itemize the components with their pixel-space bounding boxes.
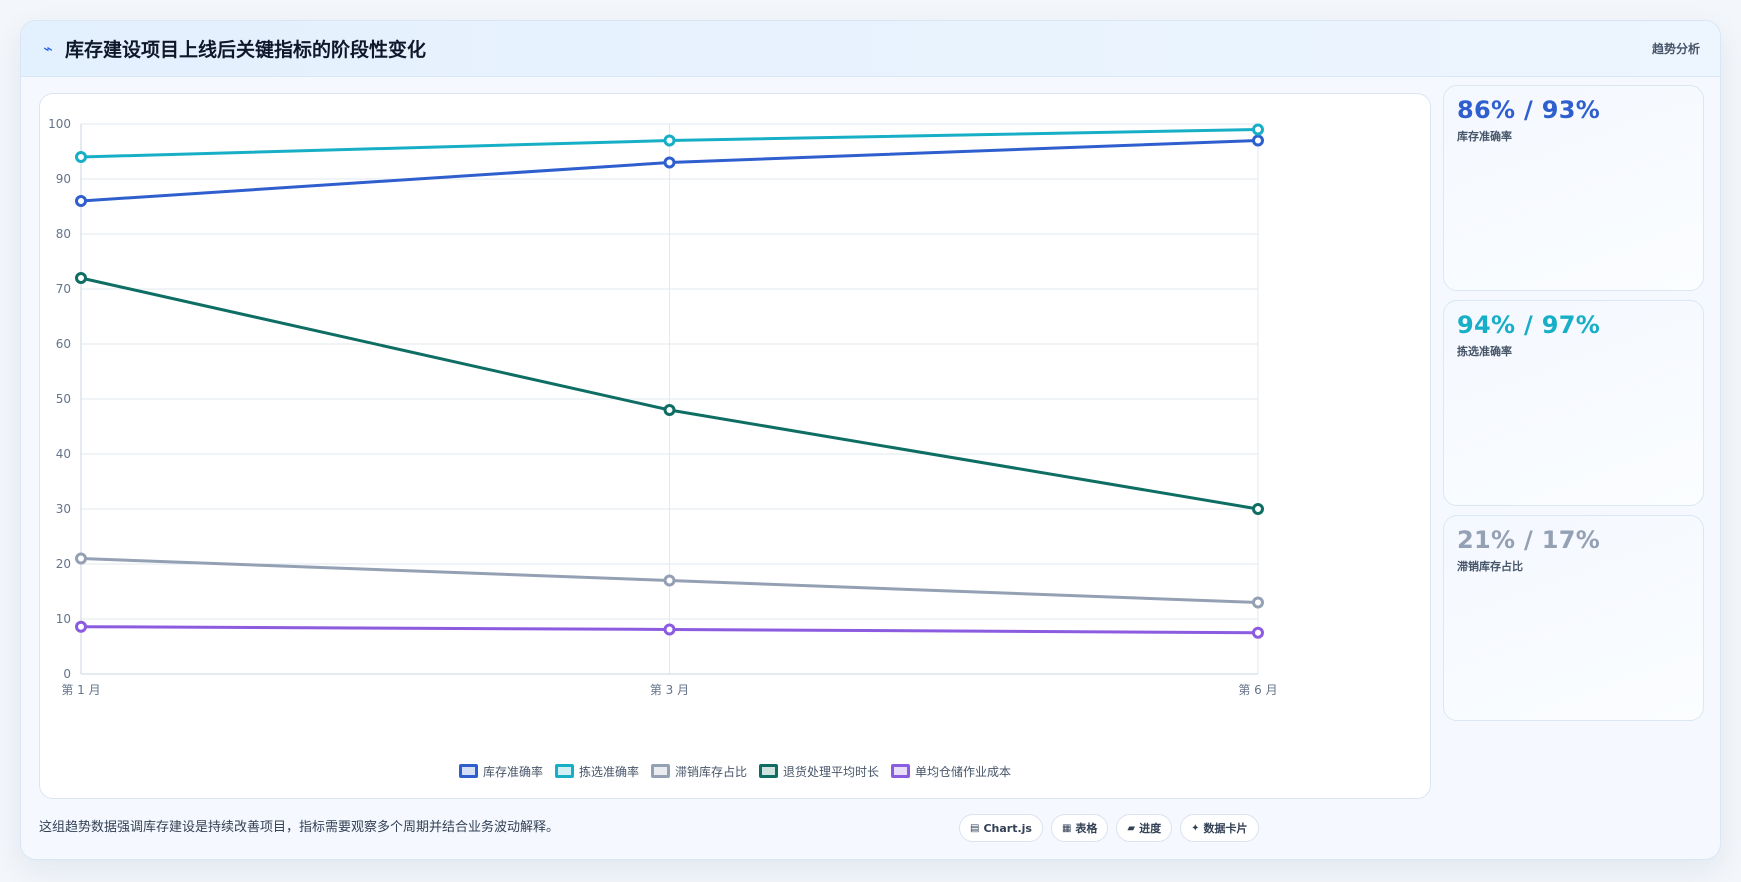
kpi-value: 21% / 17%	[1457, 526, 1601, 554]
kpi-card-picking-accuracy: 94% / 97% 拣选准确率	[1443, 300, 1704, 506]
chart-legend: 库存准确率 拣选准确率 滞销库存占比 退货处理平均时长 单均仓储作业成本	[40, 761, 1430, 781]
y-tick-label: 90	[56, 172, 71, 186]
x-tick-label: 第 6 月	[1238, 683, 1277, 697]
chart-icon: ▤	[970, 822, 980, 834]
pill-label: 表格	[1075, 822, 1098, 835]
legend-label: 滞销库存占比	[674, 764, 747, 779]
legend-swatch	[554, 764, 574, 778]
data-point	[75, 195, 87, 207]
y-tick-label: 20	[56, 557, 71, 571]
data-point	[1252, 123, 1264, 136]
y-tick-label: 60	[56, 337, 71, 351]
line-chart-panel: 0 10 20 30 40 50 60 70 80 90 100 第 1 月 第 3 月 第 6 月 库存…	[39, 93, 1431, 799]
data-point	[663, 623, 676, 636]
card-header: ⌁ 库存建设项目上线后关键指标的阶段性变化 趋势分析	[21, 21, 1720, 77]
data-point	[75, 151, 87, 163]
y-tick-label: 30	[56, 502, 71, 516]
footer-note: 这组趋势数据强调库存建设是持续改善项目，指标需要观察多个周期并结合业务波动解释。	[39, 820, 560, 835]
legend-label: 退货处理平均时长	[783, 764, 880, 779]
y-tick-label: 100	[48, 117, 71, 131]
x-tick-label: 第 3 月	[650, 683, 689, 697]
data-point	[663, 156, 676, 169]
legend-swatch	[650, 764, 670, 778]
data-point	[663, 574, 676, 587]
kpi-value: 86% / 93%	[1457, 96, 1601, 124]
kpi-value: 94% / 97%	[1457, 311, 1601, 339]
sparkle-icon: ✦	[1191, 822, 1200, 834]
kpi-card-inventory-accuracy: 86% / 93% 库存准确率	[1443, 85, 1704, 291]
legend-item[interactable]: 退货处理平均时长	[759, 763, 879, 780]
table-icon: ▦	[1061, 822, 1072, 834]
data-point	[1252, 134, 1264, 147]
kpi-label: 滞销库存占比	[1457, 560, 1523, 573]
pill-label: 数据卡片	[1203, 822, 1248, 835]
y-tick-label: 0	[63, 667, 71, 681]
data-point	[1252, 626, 1264, 639]
data-point	[1252, 596, 1264, 609]
legend-label: 库存准确率	[482, 764, 543, 779]
data-point	[75, 552, 87, 565]
legend-item[interactable]: 滞销库存占比	[650, 763, 747, 780]
x-tick-label: 第 1 月	[61, 683, 100, 697]
chart-card: ⌁ 库存建设项目上线后关键指标的阶段性变化 趋势分析 0 10 20 30 40 50 60…	[20, 20, 1721, 860]
line-chart: 0 10 20 30 40 50 60 70 80 90 100 第 1 月 第 3 月 第 6 月	[48, 117, 1278, 697]
view-switcher: ▤ Chart.js ▦ 表格 ▰ 进度 ✦ 数据卡片	[959, 814, 1259, 842]
legend-item[interactable]: 拣选准确率	[554, 763, 639, 780]
kpi-label: 拣选准确率	[1457, 345, 1512, 358]
legend-swatch	[458, 764, 478, 778]
y-tick-label: 70	[56, 282, 71, 296]
legend-item[interactable]: 单均仓储作业成本	[891, 763, 1011, 780]
legend-label: 拣选准确率	[578, 764, 639, 779]
data-point	[663, 134, 676, 147]
y-tick-label: 80	[56, 227, 71, 241]
data-point	[1252, 503, 1264, 515]
legend-swatch	[891, 764, 911, 778]
y-tick-label: 10	[56, 612, 71, 626]
analysis-tag: 趋势分析	[1651, 42, 1700, 56]
pill-data-cards[interactable]: ✦ 数据卡片	[1180, 814, 1259, 842]
data-point	[663, 404, 676, 416]
progress-icon: ▰	[1127, 822, 1136, 834]
data-point	[75, 620, 87, 633]
kpi-label: 库存准确率	[1457, 130, 1512, 143]
pill-label: Chart.js	[983, 821, 1032, 835]
pill-progress[interactable]: ▰ 进度	[1116, 814, 1173, 842]
kpi-card-slow-moving-ratio: 21% / 17% 滞销库存占比	[1443, 515, 1704, 721]
page-title: 库存建设项目上线后关键指标的阶段性变化	[65, 39, 427, 61]
y-tick-label: 50	[56, 392, 71, 406]
data-point	[75, 272, 87, 284]
legend-label: 单均仓储作业成本	[915, 764, 1012, 779]
pill-chartjs[interactable]: ▤ Chart.js	[959, 814, 1043, 842]
y-tick-label: 40	[56, 447, 71, 461]
legend-item[interactable]: 库存准确率	[458, 763, 543, 780]
pill-label: 进度	[1139, 822, 1162, 835]
legend-swatch	[759, 764, 778, 778]
pill-table[interactable]: ▦ 表格	[1050, 814, 1109, 842]
trend-icon: ⌁	[43, 39, 53, 58]
